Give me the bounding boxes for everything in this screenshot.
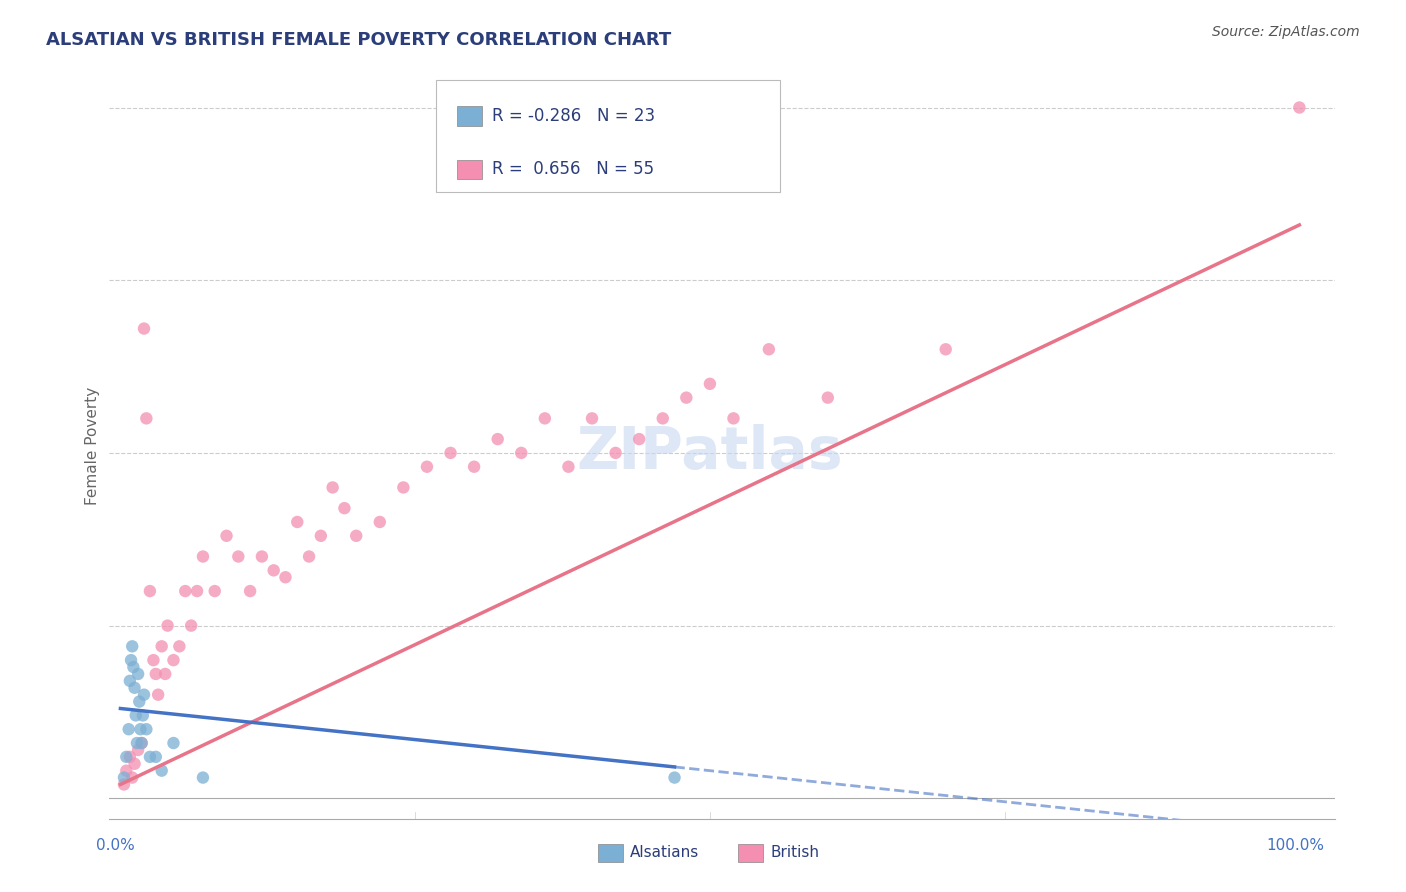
Point (191, 771, 214, 785)
Point (935, 343, 957, 357)
Point (699, 376, 721, 391)
Point (228, 549, 250, 564)
Point (146, 688, 169, 702)
Text: Alsatians: Alsatians (630, 846, 699, 860)
Point (132, 321, 155, 335)
Text: Source: ZipAtlas.com: Source: ZipAtlas.com (1212, 25, 1360, 39)
Text: ALSATIAN VS BRITISH FEMALE POVERTY CORRELATION CHART: ALSATIAN VS BRITISH FEMALE POVERTY CORRE… (46, 31, 672, 49)
Point (150, 640, 173, 654)
Point (463, 459, 485, 474)
Point (675, 391, 697, 405)
Point (112, 777, 135, 791)
Point (322, 480, 344, 494)
Point (186, 584, 208, 599)
Point (145, 667, 167, 681)
Text: British: British (770, 846, 820, 860)
Point (239, 584, 262, 599)
Point (169, 640, 191, 654)
Point (298, 549, 321, 564)
Y-axis label: Female Poverty: Female Poverty (86, 387, 100, 505)
Point (127, 667, 149, 681)
Point (817, 391, 839, 405)
Point (486, 432, 509, 446)
Point (155, 667, 177, 681)
Text: ZIPatlas: ZIPatlas (576, 425, 844, 482)
Point (129, 723, 152, 737)
Point (250, 549, 273, 564)
Point (118, 723, 141, 737)
Point (416, 459, 439, 474)
Point (125, 736, 148, 750)
Point (651, 411, 673, 425)
Point (128, 695, 150, 709)
Point (156, 618, 179, 632)
Point (344, 529, 367, 543)
Point (174, 584, 197, 599)
Point (121, 640, 143, 654)
Point (124, 756, 146, 771)
Point (131, 736, 153, 750)
Point (274, 570, 297, 584)
Point (112, 771, 135, 785)
Point (127, 743, 149, 757)
Text: R = -0.286   N = 23: R = -0.286 N = 23 (492, 107, 655, 125)
Text: 100.0%: 100.0% (1267, 838, 1324, 853)
Point (145, 749, 167, 764)
Point (124, 681, 146, 695)
Point (132, 688, 155, 702)
Point (191, 549, 214, 564)
Point (122, 660, 145, 674)
Point (333, 501, 356, 516)
Point (125, 708, 148, 723)
Point (118, 673, 141, 688)
Point (534, 411, 557, 425)
Point (135, 723, 157, 737)
Point (664, 771, 686, 785)
Point (439, 446, 461, 460)
Point (605, 446, 627, 460)
Point (115, 749, 138, 764)
Point (392, 480, 415, 494)
Point (204, 584, 226, 599)
Point (628, 432, 651, 446)
Point (132, 708, 155, 723)
Point (121, 771, 143, 785)
Point (510, 446, 533, 460)
Text: 0.0%: 0.0% (96, 838, 135, 853)
Point (118, 749, 141, 764)
Point (180, 618, 202, 632)
Point (162, 653, 184, 667)
Point (162, 736, 184, 750)
Point (263, 563, 285, 577)
Text: R =  0.656   N = 55: R = 0.656 N = 55 (492, 161, 654, 178)
Point (285, 515, 308, 529)
Point (368, 515, 391, 529)
Point (131, 736, 153, 750)
Point (581, 411, 603, 425)
Point (723, 411, 745, 425)
Point (758, 343, 780, 357)
Point (120, 653, 142, 667)
Point (215, 529, 238, 543)
Point (150, 764, 173, 778)
Point (142, 653, 165, 667)
Point (115, 764, 138, 778)
Point (557, 459, 579, 474)
Point (1288, 101, 1310, 115)
Point (139, 749, 162, 764)
Point (139, 584, 162, 599)
Point (135, 411, 157, 425)
Point (309, 529, 332, 543)
